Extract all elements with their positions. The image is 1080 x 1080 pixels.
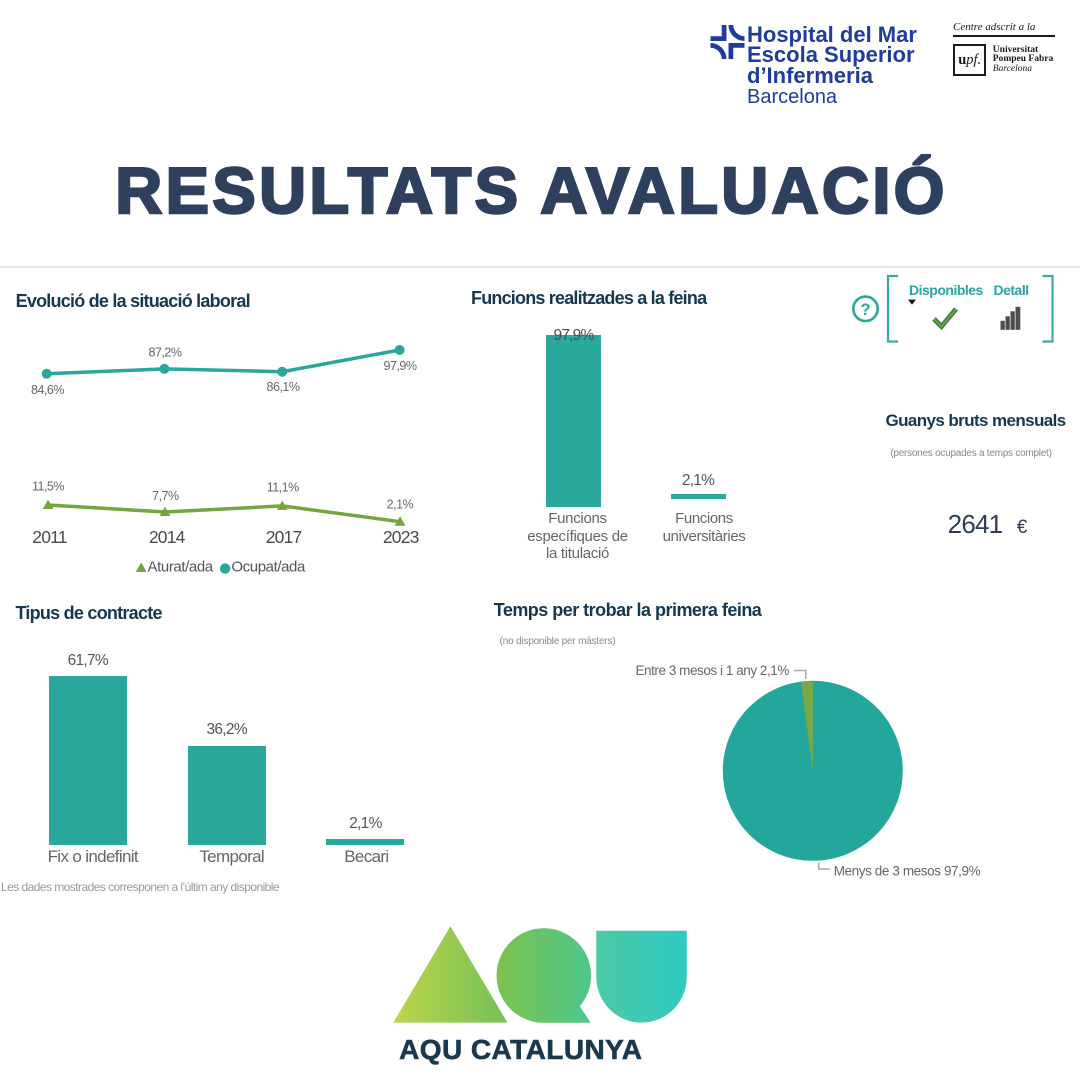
svg-text:Menys de 3 mesos 97,9%: Menys de 3 mesos 97,9% [834, 863, 981, 878]
svg-text:2017: 2017 [266, 527, 302, 547]
svg-text:2014: 2014 [149, 527, 186, 547]
svg-text:Entre 3 mesos i 1 any 2,1%: Entre 3 mesos i 1 any 2,1% [636, 663, 790, 678]
svg-text:?: ? [860, 301, 870, 319]
svg-text:2,1%: 2,1% [387, 498, 414, 512]
svg-text:86,1%: 86,1% [267, 380, 300, 394]
svg-text:2023: 2023 [383, 527, 419, 547]
svg-text:Disponibles: Disponibles [909, 282, 984, 298]
svg-text:Detall: Detall [994, 282, 1029, 298]
svg-text:11,1%: 11,1% [267, 481, 299, 495]
svg-text:87,2%: 87,2% [149, 346, 182, 360]
svg-text:Ocupat/ada: Ocupat/ada [231, 559, 306, 576]
svg-text:2011: 2011 [32, 527, 66, 547]
svg-text:97,9%: 97,9% [384, 359, 417, 373]
svg-text:11,5%: 11,5% [32, 479, 64, 493]
svg-text:84,6%: 84,6% [31, 383, 64, 397]
svg-text:7,7%: 7,7% [152, 489, 179, 503]
svg-text:Aturat/ada: Aturat/ada [148, 559, 214, 576]
